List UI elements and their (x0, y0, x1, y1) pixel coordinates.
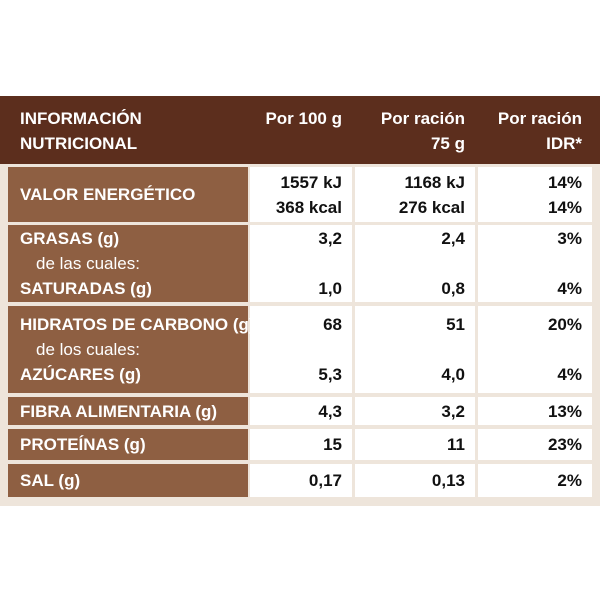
cell-text: 2,4 (441, 229, 465, 248)
cell-text: 23% (547, 435, 582, 454)
value-cell: 1168 kJ 276 kcal (355, 167, 475, 222)
value-cell: 3% 4% (478, 225, 592, 302)
cell-text: 5,3 (318, 365, 342, 384)
value-cell: 1557 kJ 368 kcal (250, 167, 352, 222)
cell-text: 4% (557, 365, 582, 384)
cell-text: 1168 kJ (404, 172, 465, 192)
cell-text: INFORMACIÓN (20, 109, 142, 128)
value-cell: 0,13 (355, 464, 475, 497)
cell-text: 0,13 (431, 471, 465, 490)
cell-text: Por ración (497, 109, 582, 128)
row-label: PROTEÍNAS (g) (8, 429, 248, 460)
cell-text: 0,8 (441, 279, 465, 298)
cell-text: 368 kcal (275, 197, 342, 217)
cell-text: de los cuales: (36, 340, 140, 359)
cell-text: 68 (323, 315, 342, 334)
value-cell: 20% 4% (478, 306, 592, 393)
cell-text: de las cuales: (36, 254, 140, 273)
cell-text: NUTRICIONAL (20, 134, 138, 153)
cell-text: 1,0 (318, 279, 342, 298)
blank-line (478, 251, 582, 276)
blank-line (355, 337, 465, 362)
row-label: SAL (g) (8, 464, 248, 497)
cell-text: 0,17 (308, 471, 342, 490)
cell-text: PROTEÍNAS (g) (20, 435, 146, 454)
cell-text: 51 (446, 315, 465, 334)
cell-text: HIDRATOS DE CARBONO (g) (20, 315, 255, 334)
cell-text: 75 g (430, 134, 465, 153)
cell-text: 20% (547, 315, 582, 334)
value-cell: 68 5,3 (250, 306, 352, 393)
cell-text: 4% (557, 279, 582, 298)
value-cell: 14% 14% (478, 167, 592, 222)
value-cell: 51 4,0 (355, 306, 475, 393)
cell-text: 1557 kJ (280, 172, 342, 192)
cell-text: 14% (547, 172, 582, 192)
cell-text: VALOR ENERGÉTICO (20, 185, 196, 204)
value-cell: 3,2 1,0 (250, 225, 352, 302)
value-cell: 11 (355, 429, 475, 460)
cell-text: Por ración (380, 109, 465, 128)
value-cell: 4,3 (250, 397, 352, 425)
value-cell: 2% (478, 464, 592, 497)
value-cell: 0,17 (250, 464, 352, 497)
header-cell: Por ración 75 g (355, 96, 475, 164)
cell-text: IDR* (546, 134, 582, 153)
header-cell: INFORMACIÓN NUTRICIONAL (8, 96, 248, 164)
row-label: HIDRATOS DE CARBONO (g) de los cuales: AZÚ… (8, 306, 255, 393)
value-cell: 2,4 0,8 (355, 225, 475, 302)
header-cell: Por 100 g (250, 96, 352, 164)
row-label: FIBRA ALIMENTARIA (g) (8, 397, 248, 425)
cell-text: FIBRA ALIMENTARIA (g) (20, 401, 218, 421)
cell-text: SATURADAS (g) (20, 279, 152, 298)
cell-text: 15 (323, 435, 342, 454)
row-label: VALOR ENERGÉTICO (8, 167, 248, 222)
value-cell: 3,2 (355, 397, 475, 425)
cell-text: Por 100 g (265, 109, 342, 128)
cell-text: 14% (547, 197, 582, 217)
cell-text: 3,2 (441, 401, 465, 421)
value-cell: 15 (250, 429, 352, 460)
cell-text: SAL (g) (20, 471, 81, 490)
cell-text: 4,0 (441, 365, 465, 384)
blank-line (355, 251, 465, 276)
value-cell: 23% (478, 429, 592, 460)
cell-text: GRASAS (g) (20, 229, 120, 248)
row-label: GRASAS (g) de las cuales: SATURADAS (g) (8, 225, 248, 302)
header-cell: Por ración IDR* (478, 96, 592, 164)
nutrition-table: INFORMACIÓN NUTRICIONAL Por 100 g Por ració… (0, 96, 600, 506)
cell-text: 13% (547, 401, 582, 421)
cell-text: 4,3 (318, 401, 342, 421)
cell-text: 276 kcal (398, 197, 465, 217)
value-cell: 13% (478, 397, 592, 425)
blank-line (478, 337, 582, 362)
cell-text: AZÚCARES (g) (20, 365, 141, 384)
blank-line (250, 251, 342, 276)
cell-text: 11 (447, 435, 465, 454)
blank-line (250, 337, 342, 362)
cell-text: 3,2 (318, 229, 342, 248)
cell-text: 3% (557, 229, 582, 248)
cell-text: 2% (557, 471, 582, 490)
